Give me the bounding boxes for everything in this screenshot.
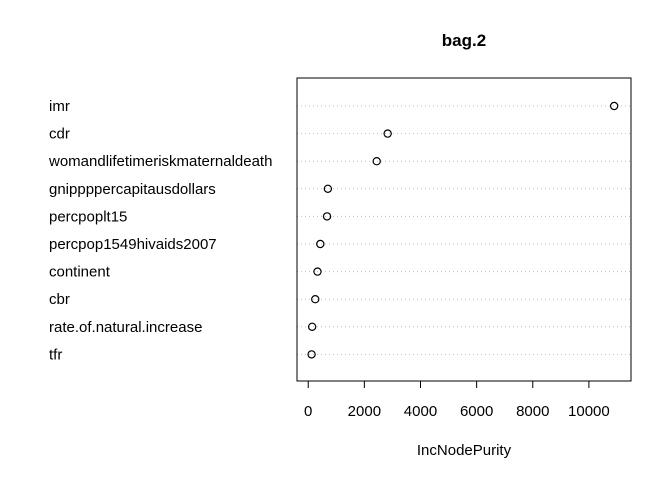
category-label: rate.of.natural.increase — [49, 319, 202, 336]
category-label: cbr — [49, 291, 70, 308]
data-point — [322, 212, 332, 221]
data-point — [307, 322, 317, 331]
plot-frame — [296, 77, 632, 382]
data-point — [316, 239, 325, 249]
category-label: imr — [49, 98, 70, 115]
x-axis: 0 2000 4000 6000 8000 10000 — [304, 380, 610, 420]
x-tick-label: 0 — [304, 403, 312, 420]
data-point — [313, 267, 322, 276]
category-label: tfr — [49, 346, 62, 363]
data-point — [383, 129, 392, 138]
gridlines — [297, 105, 631, 355]
data-points — [307, 101, 619, 359]
category-label: womandlifetimeriskmaternaldeath — [48, 153, 272, 170]
x-tick-label: 6000 — [460, 403, 493, 420]
category-label: cdr — [49, 126, 70, 143]
chart-title: bag.2 — [442, 31, 486, 50]
x-tick-label: 4000 — [404, 403, 437, 420]
category-label: gnippppercapitausdollars — [49, 181, 216, 198]
x-tick-label: 2000 — [348, 403, 381, 420]
data-point — [323, 184, 333, 193]
data-point — [372, 156, 381, 166]
category-labels: imr cdr womandlifetimeriskmaternaldeath gni… — [48, 98, 272, 363]
x-axis-label: IncNodePurity — [417, 442, 512, 459]
category-label: percpop1549hivaids2007 — [49, 236, 217, 253]
x-tick-label: 10000 — [568, 403, 610, 420]
data-point — [609, 101, 619, 111]
category-label: percpoplt15 — [49, 208, 127, 225]
data-point — [307, 350, 316, 359]
x-tick-label: 8000 — [516, 403, 549, 420]
data-point — [311, 295, 320, 304]
category-label: continent — [49, 264, 111, 281]
